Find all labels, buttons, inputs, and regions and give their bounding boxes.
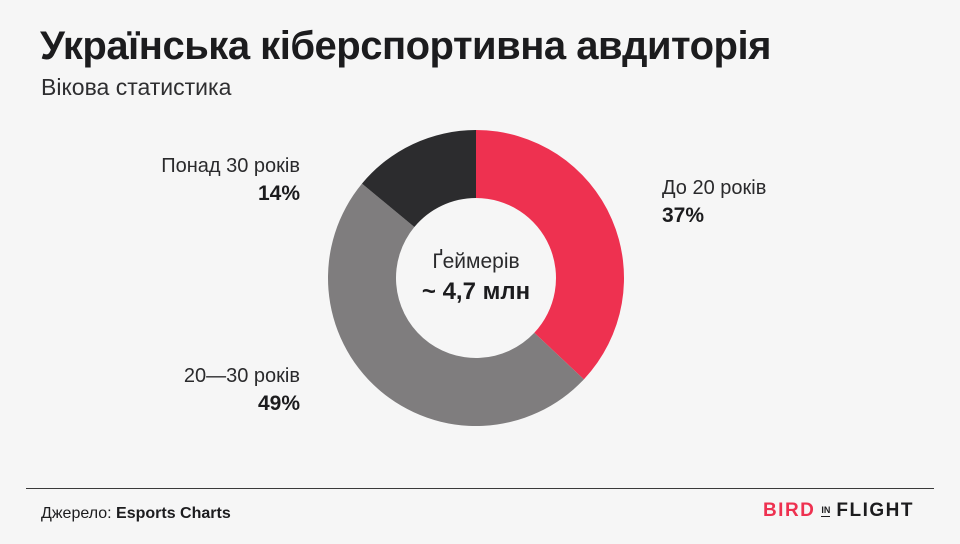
center-value: ~ 4,7 млн	[421, 278, 531, 305]
label-20-30-pct: 49%	[257, 392, 300, 415]
label-under-20: До 20 років 37%	[662, 174, 766, 230]
label-under-20-name: До 20 років	[662, 177, 767, 199]
label-under-20-pct: 37%	[662, 204, 705, 227]
source-prefix: Джерело:	[41, 505, 112, 522]
label-20-30-name: 20—30 років	[183, 365, 300, 387]
footer-divider	[26, 488, 934, 489]
brand-bird: BIRD	[762, 500, 816, 521]
donut-center: Ґеймерів ~ 4,7 млн	[376, 248, 576, 308]
slice-over-30	[361, 130, 476, 228]
label-20-30: 20—30 років 49%	[184, 362, 300, 418]
center-label: Ґеймерів	[432, 250, 520, 273]
chart-subtitle: Вікова статистика	[41, 74, 232, 100]
source-note: Джерело: Esports Charts	[41, 505, 231, 523]
chart-title: Українська кіберспортивна авдиторія	[40, 24, 771, 68]
slice-20-30	[328, 183, 584, 426]
label-over-30-name: Понад 30 років	[161, 155, 300, 177]
label-over-30-pct: 14%	[257, 182, 300, 205]
brand-in: IN	[821, 505, 831, 517]
slice-under-20	[476, 130, 624, 380]
brand-logo: BIRD IN FLIGHT	[763, 500, 914, 522]
label-over-30: Понад 30 років 14%	[161, 152, 300, 208]
source-name: Esports Charts	[116, 505, 231, 522]
brand-flight: FLIGHT	[836, 500, 914, 521]
